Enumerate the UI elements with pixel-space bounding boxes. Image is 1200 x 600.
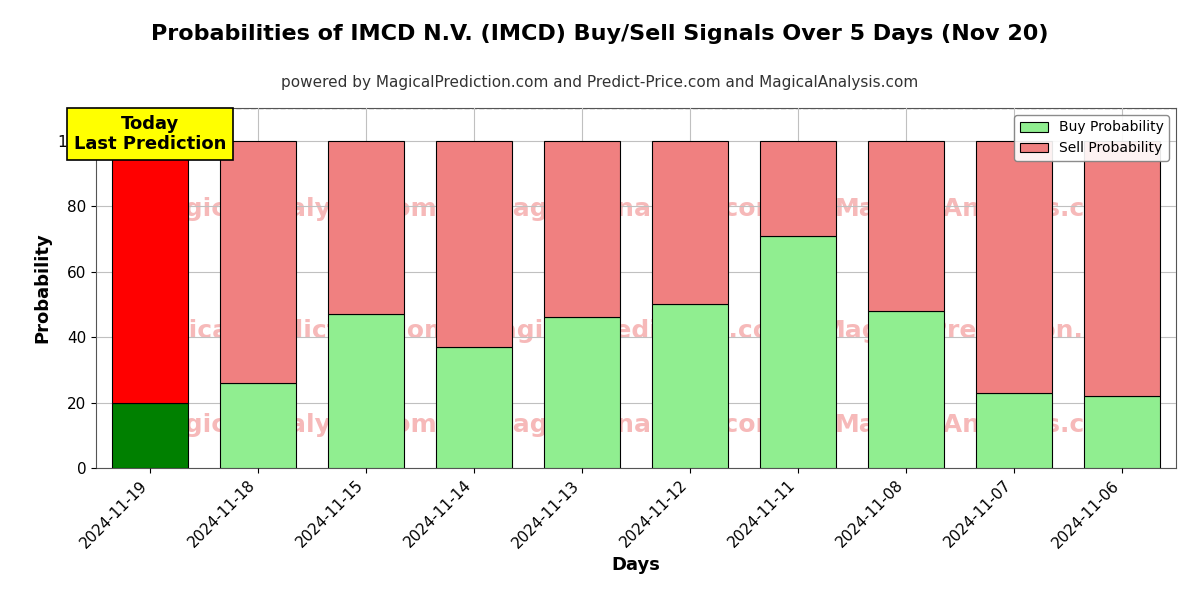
Text: powered by MagicalPrediction.com and Predict-Price.com and MagicalAnalysis.com: powered by MagicalPrediction.com and Pre… [281,75,919,90]
Bar [653,304,728,468]
Bar [545,141,619,317]
Text: MagicalAnalysis.com: MagicalAnalysis.com [835,413,1128,437]
Bar [869,141,944,311]
Text: MagicalAnalysis.com: MagicalAnalysis.com [490,413,782,437]
Text: MagicalAnalysis.com: MagicalAnalysis.com [144,197,437,221]
Bar [545,317,619,468]
Bar [329,141,403,314]
Text: MagicalPrediction.com: MagicalPrediction.com [821,319,1142,343]
Text: MagicalAnalysis.com: MagicalAnalysis.com [144,413,437,437]
Bar [329,314,403,468]
Bar [221,383,296,468]
Text: Probabilities of IMCD N.V. (IMCD) Buy/Sell Signals Over 5 Days (Nov 20): Probabilities of IMCD N.V. (IMCD) Buy/Se… [151,24,1049,44]
Legend: Buy Probability, Sell Probability: Buy Probability, Sell Probability [1014,115,1169,161]
Bar [869,311,944,468]
Bar [113,403,188,468]
Bar [437,141,512,347]
Text: MagicalPrediction.com: MagicalPrediction.com [475,319,797,343]
Bar [1085,141,1159,396]
Bar [653,141,728,304]
Text: Today
Last Prediction: Today Last Prediction [74,115,226,154]
Bar [221,141,296,383]
Bar [761,236,836,468]
Bar [437,347,512,468]
Text: MagicalAnalysis.com: MagicalAnalysis.com [835,197,1128,221]
Bar [1085,396,1159,468]
Text: MagicalPrediction.com: MagicalPrediction.com [130,319,451,343]
Bar [977,141,1051,393]
Y-axis label: Probability: Probability [34,233,52,343]
Bar [761,141,836,236]
Bar [977,393,1051,468]
Text: MagicalAnalysis.com: MagicalAnalysis.com [490,197,782,221]
Bar [113,141,188,403]
X-axis label: Days: Days [612,556,660,574]
